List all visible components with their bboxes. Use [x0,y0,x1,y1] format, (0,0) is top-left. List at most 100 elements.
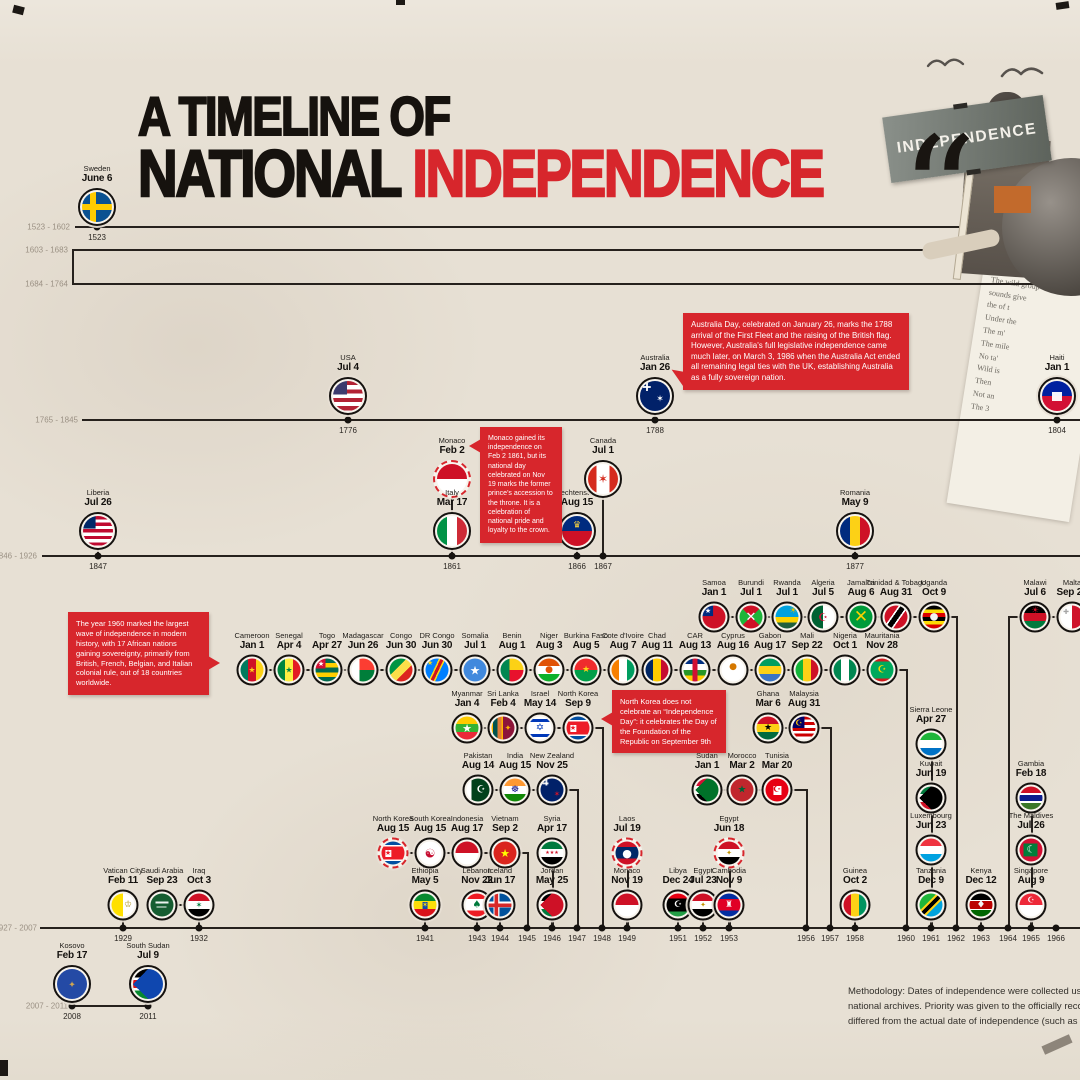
country-node: ★ [377,837,409,869]
flag-emblem-icon: ✕ [745,609,757,625]
country-name: Monaco [438,436,466,445]
country-date: Aug 3 [535,640,563,651]
country-node: ☾ [1015,834,1047,866]
country-date: Aug 14 [461,760,495,771]
country-date: Aug 11 [641,640,673,651]
year-label: 1932 [190,934,208,943]
country-name: Sudan [696,751,718,760]
year-label: 1956 [797,934,815,943]
flag-emblem-icon: ✶ [597,472,609,486]
country-label: India Aug 15 [499,751,531,771]
country-label: Romania May 9 [840,488,870,508]
country-name: Kosovo [59,941,85,950]
country-name: Egypt [693,866,713,875]
flag-emblem-icon: ☪ [772,784,782,795]
flag-emblem-icon: ☪ [1027,895,1035,904]
country-name: Nigeria [833,631,857,640]
year-label: 1953 [720,934,738,943]
country-date: Sep 2 [492,823,518,834]
flag-icon [455,841,479,865]
year-label: 1867 [594,562,612,571]
flag-emblem-icon: ☀ [788,605,798,616]
country-name: Iceland [487,866,513,875]
country-name: Cambodia [711,866,747,875]
country-node [836,512,874,550]
axis-dot [902,924,910,932]
country-node [484,889,516,921]
country-date: Jan 26 [640,362,670,373]
country-label: Israel May 14 [524,689,556,709]
flag-emblem-icon: ☸ [510,784,520,795]
country-name: Algeria [811,578,835,587]
flag-icon [500,658,524,682]
country-label: Uganda Oct 9 [921,578,947,598]
country-label: Luxembourg Jun 23 [910,811,952,831]
flag-emblem-icon: ● [622,846,632,860]
country-node [607,654,639,686]
flag-icon [437,516,467,546]
country-label: Singapore Aug 9 [1014,866,1048,886]
flag-icon: ✶ [540,778,564,802]
country-label: Burkina Faso Aug 5 [564,631,608,651]
country-label: DR Congo Jun 30 [419,631,454,651]
callout-pointer [469,439,481,453]
country-label: Burundi Jul 1 [738,578,764,598]
timeline-line [72,249,74,284]
flag-emblem-icon: ☪ [673,899,683,910]
country-name: North Korea [557,689,599,698]
country-date: Jul 9 [137,950,159,961]
country-name: The Maldives [1008,811,1054,820]
country-label: Jamaica Aug 6 [847,578,875,598]
country-label: Gambia Feb 18 [1016,759,1047,779]
flag-emblem-icon: ★ [737,784,747,795]
flag-icon: ☾ [1019,838,1043,862]
country-date: Dec 9 [918,875,944,886]
flag-icon: ☀ [775,605,799,629]
country-name: Australia [640,353,670,362]
country-node: ● [611,837,643,869]
country-date: Aug 5 [572,640,600,651]
country-label: Monaco Feb 2 [439,436,466,456]
flag-icon [611,658,635,682]
country-label: South Korea Aug 15 [409,814,451,834]
year-label: 1943 [468,934,486,943]
flag-emblem-icon: ● [929,611,939,622]
flag-icon: ☪ [792,716,816,740]
timeline-line [72,249,1080,251]
country-name: India [506,751,524,760]
country-node: ★ [236,654,268,686]
country-node: ★ [570,654,602,686]
flag-icon [884,605,908,629]
year-label: 1947 [568,934,586,943]
flag-emblem-icon: ★ [426,658,434,667]
flag-icon [333,381,363,411]
year-label: 1788 [646,426,664,435]
callout-pointer [601,712,613,726]
country-date: May 25 [535,875,569,886]
country-node [829,654,861,686]
country-label: Liberia Jul 26 [84,488,111,508]
axis-dot [651,416,659,424]
country-node: ✦ [487,712,519,744]
axis-dot [623,924,631,932]
country-name: Italy [445,488,459,497]
country-node: ✶ [584,460,622,498]
callout-note: North Korea does not celebrate an “Indep… [601,690,726,754]
country-label: Niger Aug 3 [536,631,563,651]
country-date: Jun 23 [915,820,947,831]
country-date: Feb 2 [439,445,465,456]
country-date: Feb 11 [108,875,138,886]
axis-dot [1052,924,1060,932]
year-label: 1776 [339,426,357,435]
seagull-icon [1000,67,1044,78]
country-name: DR Congo [419,631,455,640]
axis-dot [573,552,581,560]
country-node [451,837,483,869]
country-name: New Zealand [529,751,575,760]
country-date: Jan 1 [694,760,720,771]
country-label: Australia Jan 26 [640,353,670,373]
flag-icon [758,658,782,682]
country-name: Mauritania [864,631,900,640]
country-name: Kuwait [919,759,943,768]
country-node: ★ [726,774,758,806]
